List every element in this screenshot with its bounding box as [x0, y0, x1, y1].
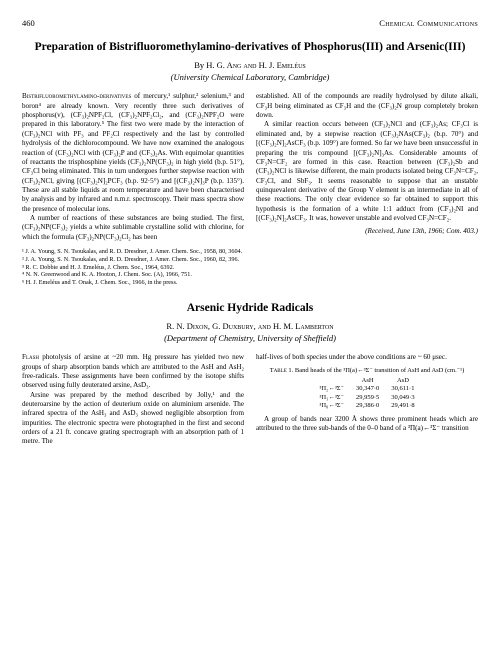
ref-2: ² J. A. Young, S. N. Tsoukalas, and R. D… — [22, 256, 478, 264]
byline-prefix: By — [194, 60, 206, 70]
a2-p1-lead: Flash — [22, 353, 39, 361]
article1-body: Bistrifluoromethylamino-derivatives of m… — [22, 92, 478, 242]
ref-5: ⁵ H. J. Emeléus and T. Onak, J. Chem. So… — [22, 279, 478, 287]
article2-affiliation: (Department of Chemistry, University of … — [22, 333, 478, 343]
article2-authors: R. N. Dixon, G. Duxbury, and H. M. Lambe… — [166, 321, 333, 331]
table-row: ³Π₁←³Σ⁻ 29,959·5 30,049·3 — [313, 394, 420, 402]
article1-p2: A number of reactions of these substance… — [22, 214, 244, 242]
table1-h2: AsD — [385, 377, 420, 385]
row0-c2: 30,611·1 — [385, 385, 420, 393]
row1-c2: 30,049·3 — [385, 394, 420, 402]
row2-label: ³Π₀←³Σ⁻ — [313, 402, 350, 410]
page-container: 460 Chemical Communications Preparation … — [0, 0, 500, 465]
row2-c2: 29,491·8 — [385, 402, 420, 410]
row0-label: ³Π₂←³Σ⁻ — [313, 385, 350, 393]
table1-grid: AsH AsD ³Π₂←³Σ⁻ 30,347·0 30,611·1 ³Π₁←³Σ… — [313, 377, 420, 411]
row2-c1: 29,386·0 — [350, 402, 385, 410]
table1-header-row: AsH AsD — [313, 377, 420, 385]
p1-rest: of mercury,¹ sulphur,² selenium,³ and bo… — [22, 92, 244, 212]
article2-p3: half-lives of both species under the abo… — [256, 353, 478, 362]
running-header: 460 Chemical Communications — [22, 18, 478, 28]
article1-references: ¹ J. A. Young, S. N. Tsoukalas, and R. D… — [22, 248, 478, 287]
row1-label: ³Π₁←³Σ⁻ — [313, 394, 350, 402]
article1-p4: A similar reaction occurs between (CF₃)₂… — [256, 120, 478, 223]
ref-4: ⁴ N. N. Greenwood and K. A. Hooton, J. C… — [22, 271, 478, 279]
journal-name: Chemical Communications — [379, 18, 478, 28]
article1-byline: By H. G. Ang and H. J. Emeléus — [22, 60, 478, 70]
article2-p2: Arsine was prepared by the method descri… — [22, 391, 244, 447]
a2-p1-rest: photolysis of arsine at ~20 mm. Hg press… — [22, 353, 244, 389]
table-row: ³Π₀←³Σ⁻ 29,386·0 29,491·8 — [313, 402, 420, 410]
article2-p1: Flash photolysis of arsine at ~20 mm. Hg… — [22, 353, 244, 390]
article1-received: (Received, June 13th, 1966; Com. 403.) — [256, 227, 478, 236]
article1-affiliation: (University Chemical Laboratory, Cambrid… — [22, 72, 478, 82]
ref-3: ³ R. C. Dobbie and H. J. Emeléus, J. Che… — [22, 264, 478, 272]
ref-1: ¹ J. A. Young, S. N. Tsoukalas, and R. D… — [22, 248, 478, 256]
page-number: 460 — [22, 18, 35, 28]
article2-byline: R. N. Dixon, G. Duxbury, and H. M. Lambe… — [22, 321, 478, 331]
article1-authors: H. G. Ang and H. J. Emeléus — [206, 60, 306, 70]
table-row: ³Π₂←³Σ⁻ 30,347·0 30,611·1 — [313, 385, 420, 393]
row1-c1: 29,959·5 — [350, 394, 385, 402]
table1-heading: Table 1. Band heads of the ³Π(a)←³Σ⁻ tra… — [256, 367, 478, 375]
row0-c1: 30,347·0 — [350, 385, 385, 393]
article1-p1: Bistrifluoromethylamino-derivatives of m… — [22, 92, 244, 214]
article2-p4: A group of bands near 3200 Å shows three… — [256, 415, 478, 434]
article2-title: Arsenic Hydride Radicals — [22, 301, 478, 315]
article1-title: Preparation of Bistrifluoromethylamino-d… — [22, 40, 478, 54]
table1-label: Table 1. — [270, 367, 294, 374]
table1-h1: AsH — [350, 377, 385, 385]
p1-lead: Bistrifluoromethylamino-derivatives — [22, 92, 131, 100]
table1: Table 1. Band heads of the ³Π(a)←³Σ⁻ tra… — [256, 367, 478, 411]
article1-p3: established. All of the compounds are re… — [256, 92, 478, 120]
article2-body: Flash photolysis of arsine at ~20 mm. Hg… — [22, 353, 478, 447]
table1-caption: Band heads of the ³Π(a)←³Σ⁻ transition o… — [295, 367, 464, 374]
